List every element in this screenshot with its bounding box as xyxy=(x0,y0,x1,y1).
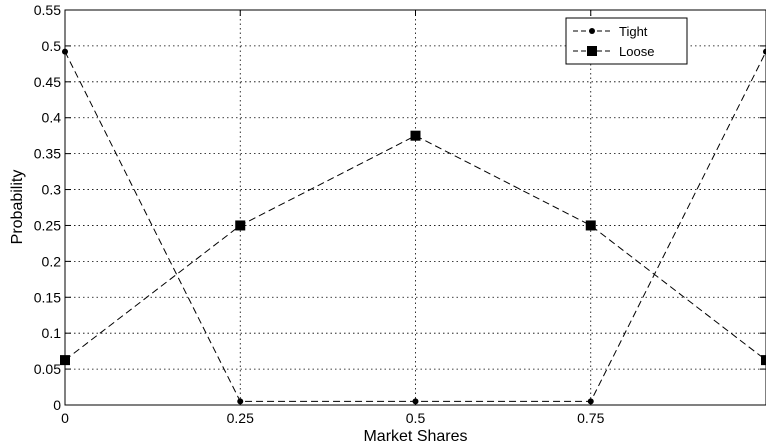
x-axis-label: Market Shares xyxy=(363,428,467,445)
x-tick-label: 0.75 xyxy=(577,410,604,426)
legend: Tight Loose xyxy=(565,17,688,65)
y-tick-label: 0.2 xyxy=(42,253,62,269)
data-point-loose xyxy=(761,355,766,366)
y-tick-label: 0.4 xyxy=(42,110,62,126)
data-point-loose xyxy=(235,220,246,231)
y-tick-label: 0.15 xyxy=(34,289,61,305)
legend-box xyxy=(565,17,688,65)
legend-label-tight: Tight xyxy=(619,24,648,39)
legend-marker-loose xyxy=(587,46,597,56)
data-point-tight xyxy=(763,48,766,55)
x-tick-label: 0.5 xyxy=(406,410,426,426)
data-point-loose xyxy=(585,220,596,231)
y-tick-label: 0.55 xyxy=(34,2,61,18)
y-tick-label: 0.35 xyxy=(34,146,61,162)
y-tick-label: 0.45 xyxy=(34,74,61,90)
y-tick-label: 0.5 xyxy=(42,38,62,54)
axis-ticks: 0 0.25 0.5 0.75 0 0.05 0.1 0.15 0.2 0.25 0.3 0.35 0.… xyxy=(34,2,766,426)
x-tick-label: 0 xyxy=(61,410,69,426)
data-point-loose xyxy=(410,130,421,141)
y-tick-label: 0.25 xyxy=(34,217,61,233)
legend-entry-tight: Tight xyxy=(573,24,648,39)
x-tick-label: 0.25 xyxy=(227,410,254,426)
series-line-loose xyxy=(64,135,766,361)
y-tick-label: 0.3 xyxy=(42,182,62,198)
legend-label-loose: Loose xyxy=(619,44,654,59)
y-tick-label: 0.1 xyxy=(42,325,62,341)
y-axis-label: Probability xyxy=(9,170,26,245)
y-tick-label: 0 xyxy=(53,397,61,413)
legend-marker-tight xyxy=(589,28,595,34)
legend-entry-loose: Loose xyxy=(573,44,654,59)
y-tick-label: 0.05 xyxy=(34,361,61,377)
grid xyxy=(65,10,766,405)
